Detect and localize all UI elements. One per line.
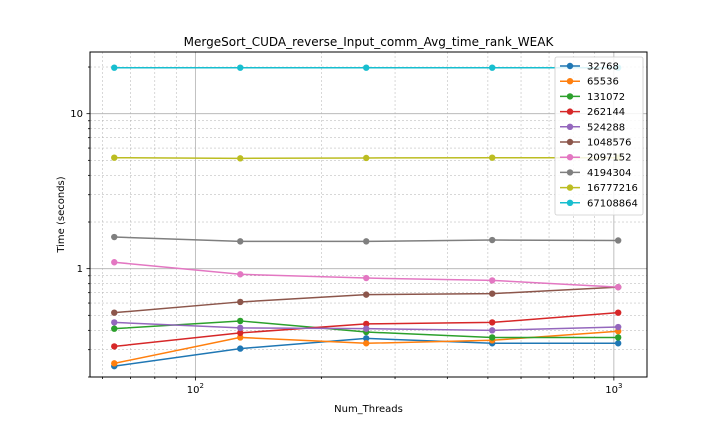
data-point <box>363 64 370 71</box>
data-point <box>363 274 370 282</box>
data-point <box>614 309 622 316</box>
series-524288 <box>111 319 622 334</box>
legend-label: 67108864 <box>587 198 638 209</box>
data-point <box>111 233 118 241</box>
legend-label: 262144 <box>587 107 625 118</box>
legend-swatch-marker <box>566 62 574 70</box>
data-point <box>614 283 622 291</box>
data-point <box>488 334 496 341</box>
y-tick-label: 10 <box>70 109 83 120</box>
data-point <box>237 271 244 278</box>
data-point <box>237 334 244 341</box>
legend-item: 524288 <box>560 122 625 133</box>
data-point <box>363 340 370 347</box>
series-262144 <box>111 309 622 350</box>
x-axis-label: Num_Threads <box>334 404 403 415</box>
x-tick-label: 103 <box>605 382 622 396</box>
data-point <box>614 237 622 244</box>
data-point <box>237 324 244 332</box>
series-4194304 <box>111 233 622 245</box>
legend-swatch-marker <box>566 169 574 176</box>
series-2097152 <box>111 259 622 291</box>
legend-swatch-marker <box>566 199 574 206</box>
data-point <box>237 329 244 337</box>
legend-item: 1048576 <box>560 138 632 149</box>
legend-swatch-marker <box>566 108 574 115</box>
data-point <box>111 154 118 161</box>
legend-label: 4194304 <box>587 168 632 179</box>
y-axis-label: Time (seconds) <box>56 176 67 253</box>
data-point <box>111 325 118 332</box>
legend-label: 131072 <box>587 92 625 103</box>
data-point <box>237 317 244 325</box>
data-point <box>488 154 496 161</box>
legend-label: 524288 <box>587 122 625 133</box>
legend-label: 32768 <box>587 62 619 73</box>
data-point <box>111 259 118 266</box>
data-point <box>363 320 370 328</box>
data-point <box>237 155 244 162</box>
data-point <box>363 335 370 342</box>
data-point <box>237 238 244 245</box>
legend-swatch-marker <box>566 123 574 130</box>
plot-frame <box>89 51 648 378</box>
data-point <box>363 291 370 298</box>
data-point <box>111 343 118 350</box>
data-point <box>363 325 370 332</box>
legend-label: 2097152 <box>587 153 632 164</box>
data-point <box>614 334 622 341</box>
data-point <box>111 360 118 367</box>
data-point <box>237 298 244 306</box>
data-point <box>488 319 496 326</box>
data-point <box>488 327 496 334</box>
legend-item: 131072 <box>560 92 625 103</box>
data-point <box>111 309 118 316</box>
data-point <box>363 238 370 245</box>
data-point <box>488 277 496 284</box>
legend-swatch-marker <box>566 184 574 191</box>
data-point <box>363 154 370 162</box>
data-point <box>237 345 244 352</box>
legend-item: 262144 <box>560 107 625 118</box>
legend-item: 32768 <box>560 62 619 73</box>
legend-label: 16777216 <box>587 183 638 194</box>
legend-item: 67108864 <box>560 198 638 209</box>
legend-item: 16777216 <box>560 183 638 194</box>
legend-item: 4194304 <box>560 168 632 179</box>
data-point <box>111 64 118 71</box>
legend-label: 1048576 <box>587 138 632 149</box>
data-point <box>111 319 118 326</box>
data-point <box>488 290 496 297</box>
legend-item: 65536 <box>560 77 619 88</box>
chart-title: MergeSort_CUDA_reverse_Input_comm_Avg_ti… <box>184 35 555 49</box>
data-point <box>614 340 622 347</box>
data-point <box>488 64 496 71</box>
x-tick-label: 102 <box>187 382 204 396</box>
series-131072 <box>111 317 622 341</box>
legend-item: 2097152 <box>560 153 632 164</box>
data-point <box>237 64 244 71</box>
y-tick-label: 1 <box>77 264 83 275</box>
legend-swatch-marker <box>566 154 574 161</box>
axis-ticks: 102 103 1 10 <box>70 66 622 396</box>
data-point <box>614 323 622 331</box>
legend-swatch-marker <box>566 138 574 146</box>
legend: 32768 65536 131072 262144 524288 1048576 20971… <box>554 56 644 216</box>
legend-swatch-marker <box>566 93 574 100</box>
data-point <box>488 236 496 244</box>
legend-swatch-marker <box>566 78 574 85</box>
legend-label: 65536 <box>587 77 619 88</box>
